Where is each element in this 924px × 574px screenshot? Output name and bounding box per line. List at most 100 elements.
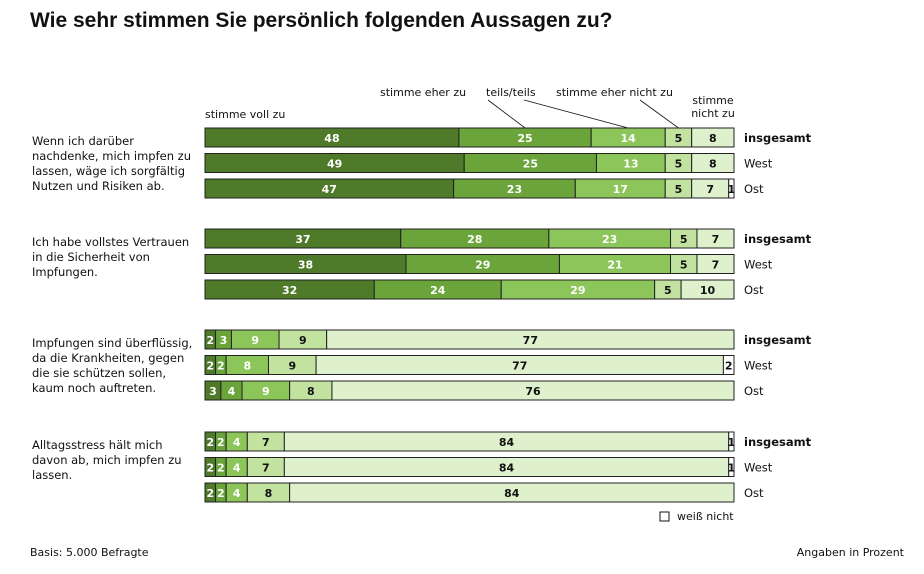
legend-label-teils: teils/teils — [486, 86, 536, 99]
data-label: 8 — [265, 487, 273, 500]
basis-note: Basis: 5.000 Befragte — [30, 546, 149, 559]
bar-segment — [696, 228, 735, 249]
data-label: 2 — [725, 360, 733, 373]
statement-line: Impfungen sind überflüssig, — [32, 336, 192, 350]
data-label: 4 — [233, 462, 241, 475]
data-label: 25 — [517, 132, 532, 145]
data-label: 23 — [507, 183, 522, 196]
data-label: 14 — [621, 132, 637, 145]
data-label: 2 — [217, 436, 225, 449]
row-label: Ost — [744, 182, 764, 196]
bar-segment — [691, 127, 735, 148]
row-label: insgesamt — [744, 232, 812, 246]
statement-line: Impfungen. — [32, 265, 98, 279]
data-label: 7 — [706, 183, 714, 196]
bar-segment — [326, 329, 735, 350]
data-label: 4 — [233, 487, 241, 500]
data-label: 5 — [664, 284, 672, 297]
bar-segment — [289, 482, 735, 503]
statement-line: die sie schützen sollen, — [32, 366, 166, 380]
row-label: West — [744, 157, 773, 171]
data-label: 2 — [206, 360, 214, 373]
data-label: 9 — [262, 385, 270, 398]
data-label: 13 — [623, 158, 638, 171]
data-label: 5 — [680, 259, 688, 272]
data-label: 8 — [709, 132, 717, 145]
legend-label-nicht-1: stimme — [692, 94, 734, 107]
statement-line: da die Krankheiten, gegen — [32, 351, 184, 365]
data-label: 3 — [220, 334, 228, 347]
statement-line: lassen. — [32, 468, 72, 482]
statement-line: davon ab, mich impfen zu — [32, 453, 182, 467]
data-label: 48 — [324, 132, 339, 145]
statement-line: Nutzen und Risiken ab. — [32, 179, 165, 193]
row-label: Ost — [744, 384, 764, 398]
data-label: 3 — [209, 385, 217, 398]
data-label: 2 — [206, 487, 214, 500]
data-label: 7 — [712, 259, 720, 272]
statement-line: lassen, wäge ich sorgfältig — [32, 164, 185, 178]
data-label: 29 — [570, 284, 585, 297]
bar-segment — [691, 153, 735, 173]
data-label: 23 — [602, 233, 617, 246]
data-label: 2 — [217, 462, 225, 475]
data-label: 7 — [712, 233, 720, 246]
data-label: 8 — [709, 158, 717, 171]
bar-segment — [680, 279, 735, 300]
legend-label-nicht-2: nicht zu — [691, 107, 735, 120]
page-title: Wie sehr stimmen Sie persönlich folgende… — [30, 9, 613, 32]
data-label: 1 — [728, 436, 736, 449]
data-label: 28 — [467, 233, 482, 246]
row-label: Ost — [744, 283, 764, 297]
legend-label-eher: stimme eher zu — [380, 86, 466, 99]
bar-segment — [722, 355, 735, 375]
data-label: 1 — [728, 462, 736, 475]
data-label: 5 — [680, 233, 688, 246]
data-label: 9 — [288, 360, 296, 373]
data-label: 38 — [298, 259, 313, 272]
data-label: 8 — [307, 385, 315, 398]
row-label: insgesamt — [744, 131, 812, 145]
data-label: 29 — [475, 259, 490, 272]
bar-segment — [728, 178, 735, 199]
legend-leader-teils — [523, 99, 629, 129]
data-label: 9 — [299, 334, 307, 347]
unit-note: Angaben in Prozent — [796, 546, 904, 559]
data-label: 2 — [217, 360, 225, 373]
statement-line: Ich habe vollstes Vertrauen — [32, 235, 189, 249]
data-label: 77 — [523, 334, 538, 347]
data-label: 2 — [206, 462, 214, 475]
legend-label-voll: stimme voll zu — [205, 108, 285, 121]
row-label: West — [744, 461, 773, 475]
data-label: 9 — [251, 334, 259, 347]
data-label: 17 — [613, 183, 628, 196]
bar-segment — [331, 380, 735, 401]
data-label: 4 — [228, 385, 236, 398]
statement-line: kaum noch auftreten. — [32, 381, 156, 395]
data-label: 24 — [430, 284, 446, 297]
data-label: 84 — [499, 436, 515, 449]
data-label: 84 — [499, 462, 515, 475]
legend-leader-eher-nicht — [639, 99, 679, 129]
data-label: 32 — [282, 284, 297, 297]
data-label: 2 — [206, 334, 214, 347]
data-label: 84 — [504, 487, 520, 500]
data-label: 76 — [525, 385, 541, 398]
row-label: West — [744, 258, 773, 272]
data-label: 25 — [523, 158, 538, 171]
legend-label-weiss-nicht: weiß nicht — [677, 510, 734, 523]
data-label: 21 — [607, 259, 622, 272]
data-label: 10 — [700, 284, 716, 297]
statement-line: Wenn ich darüber — [32, 134, 134, 148]
data-label: 7 — [262, 436, 270, 449]
row-label: Ost — [744, 486, 764, 500]
data-label: 47 — [322, 183, 337, 196]
bar-segment — [728, 431, 735, 452]
data-label: 2 — [217, 487, 225, 500]
row-label: insgesamt — [744, 333, 812, 347]
statement-line: nachdenke, mich impfen zu — [32, 149, 191, 163]
data-label: 2 — [206, 436, 214, 449]
statement-line: Alltagsstress hält mich — [32, 438, 163, 452]
row-label: West — [744, 359, 773, 373]
